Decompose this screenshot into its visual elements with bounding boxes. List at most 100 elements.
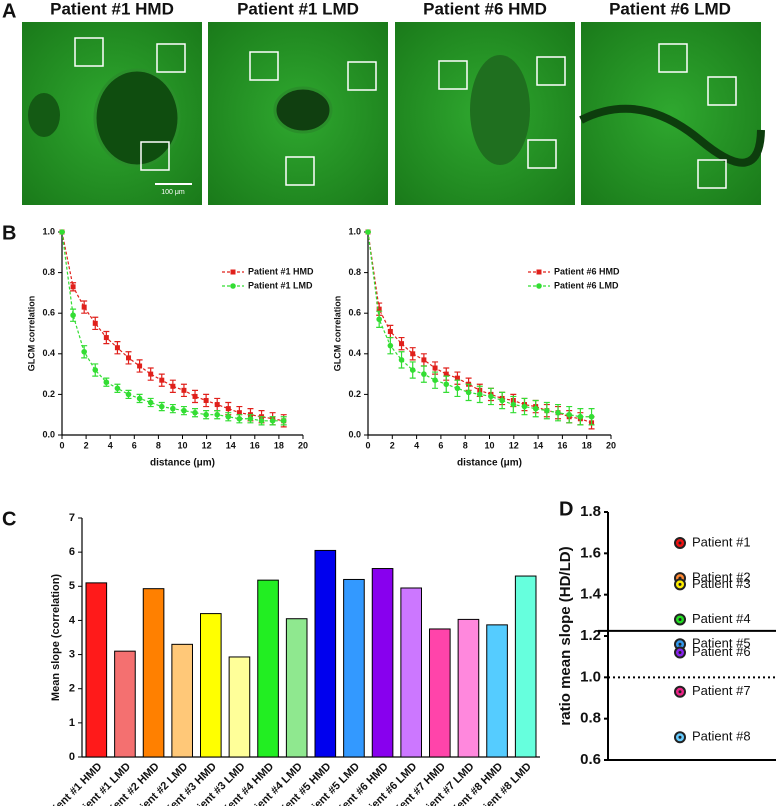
x-tick-label: 0 [59,440,64,450]
point-core [678,582,682,586]
image-panel: Patient #6 LMD [579,0,765,205]
point [192,393,198,399]
legend-label: Patient #6 HMD [554,266,620,276]
point-label: Patient #2 [692,570,751,585]
point [280,417,287,424]
point [181,387,187,393]
point [236,410,242,416]
panel-letter: C [2,508,16,530]
x-tick-label: 18 [582,440,592,450]
roi [707,76,737,106]
point-label: Patient #5 [692,636,751,651]
point [81,348,87,355]
point [510,401,517,408]
bar [400,587,422,758]
point [269,417,276,424]
y-tick-label: 0.0 [348,429,361,439]
vessel [93,68,181,168]
image-panel: Patient #1 LMD [208,0,388,205]
point [147,399,154,406]
point [70,312,76,319]
y-tick-label: 1.0 [42,226,55,236]
bar [314,549,337,758]
point [398,357,405,363]
panel-letter: D [559,498,573,520]
point [114,345,120,351]
bar [257,579,279,758]
x-tick-label: 12 [509,440,519,450]
point [125,391,132,398]
y-tick-label: 3 [69,648,75,660]
y-axis-label: GLCM correlation [26,296,36,372]
legend-marker [230,283,236,289]
bar [142,588,165,758]
y-tick-label: 0.6 [580,751,601,768]
bar [457,618,480,758]
point-label: Patient #4 [692,611,751,626]
point [225,413,232,420]
tissue-fold [579,104,765,167]
y-tick-label: 0.4 [348,348,361,358]
roi [347,61,377,91]
y-axis-label: Mean slope (correlation) [50,574,62,701]
point [499,397,505,404]
point [521,403,528,410]
point [103,379,110,386]
point [454,385,461,392]
y-tick-label: 4 [69,614,76,626]
y-tick-label: 5 [69,580,75,592]
point [365,229,371,235]
point [421,357,427,363]
point [376,316,382,323]
x-tick-label: 8 [156,440,161,450]
y-tick-label: 1.4 [580,586,602,603]
roi [658,43,688,73]
point-core [678,541,682,545]
y-tick-label: 0.4 [42,348,55,358]
point [247,415,254,422]
bar [114,650,136,758]
vessel [273,86,333,134]
roi [527,139,557,169]
scale-bar-label: 100 μm [161,189,185,196]
bar [200,613,222,758]
x-tick-label: 14 [226,440,236,450]
point [421,371,427,377]
y-tick-label: 0.8 [580,710,601,727]
legend-marker [230,269,236,275]
legend-label: Patient #1 HMD [248,266,314,276]
point [410,351,416,357]
x-axis-label: distance (μm) [150,458,215,469]
point-label: Patient #1 [692,534,751,549]
point [159,377,165,383]
roi [697,159,727,189]
point [588,413,595,420]
point [126,355,132,361]
vessel [28,93,60,137]
point [532,405,539,412]
bar [228,656,251,758]
roi [249,51,279,81]
x-tick-label: 20 [606,440,616,450]
point [432,377,438,383]
roi [438,60,468,90]
point [555,409,561,416]
point [432,365,438,371]
y-tick-label: 6 [69,546,75,558]
x-tick-label: 2 [84,440,89,450]
point [192,409,198,416]
y-tick-label: 1.2 [580,627,601,644]
point [214,402,220,408]
y-tick-label: 0.6 [348,308,361,318]
y-tick-label: 0.2 [42,389,55,399]
legend-label: Patient #6 LMD [554,280,619,290]
image-title: Patient #1 HMD [50,0,174,18]
point [203,411,209,418]
point-core [678,735,682,739]
bar [514,575,537,758]
bar [486,624,508,758]
roi [74,37,104,67]
x-tick-label: 10 [177,440,187,450]
